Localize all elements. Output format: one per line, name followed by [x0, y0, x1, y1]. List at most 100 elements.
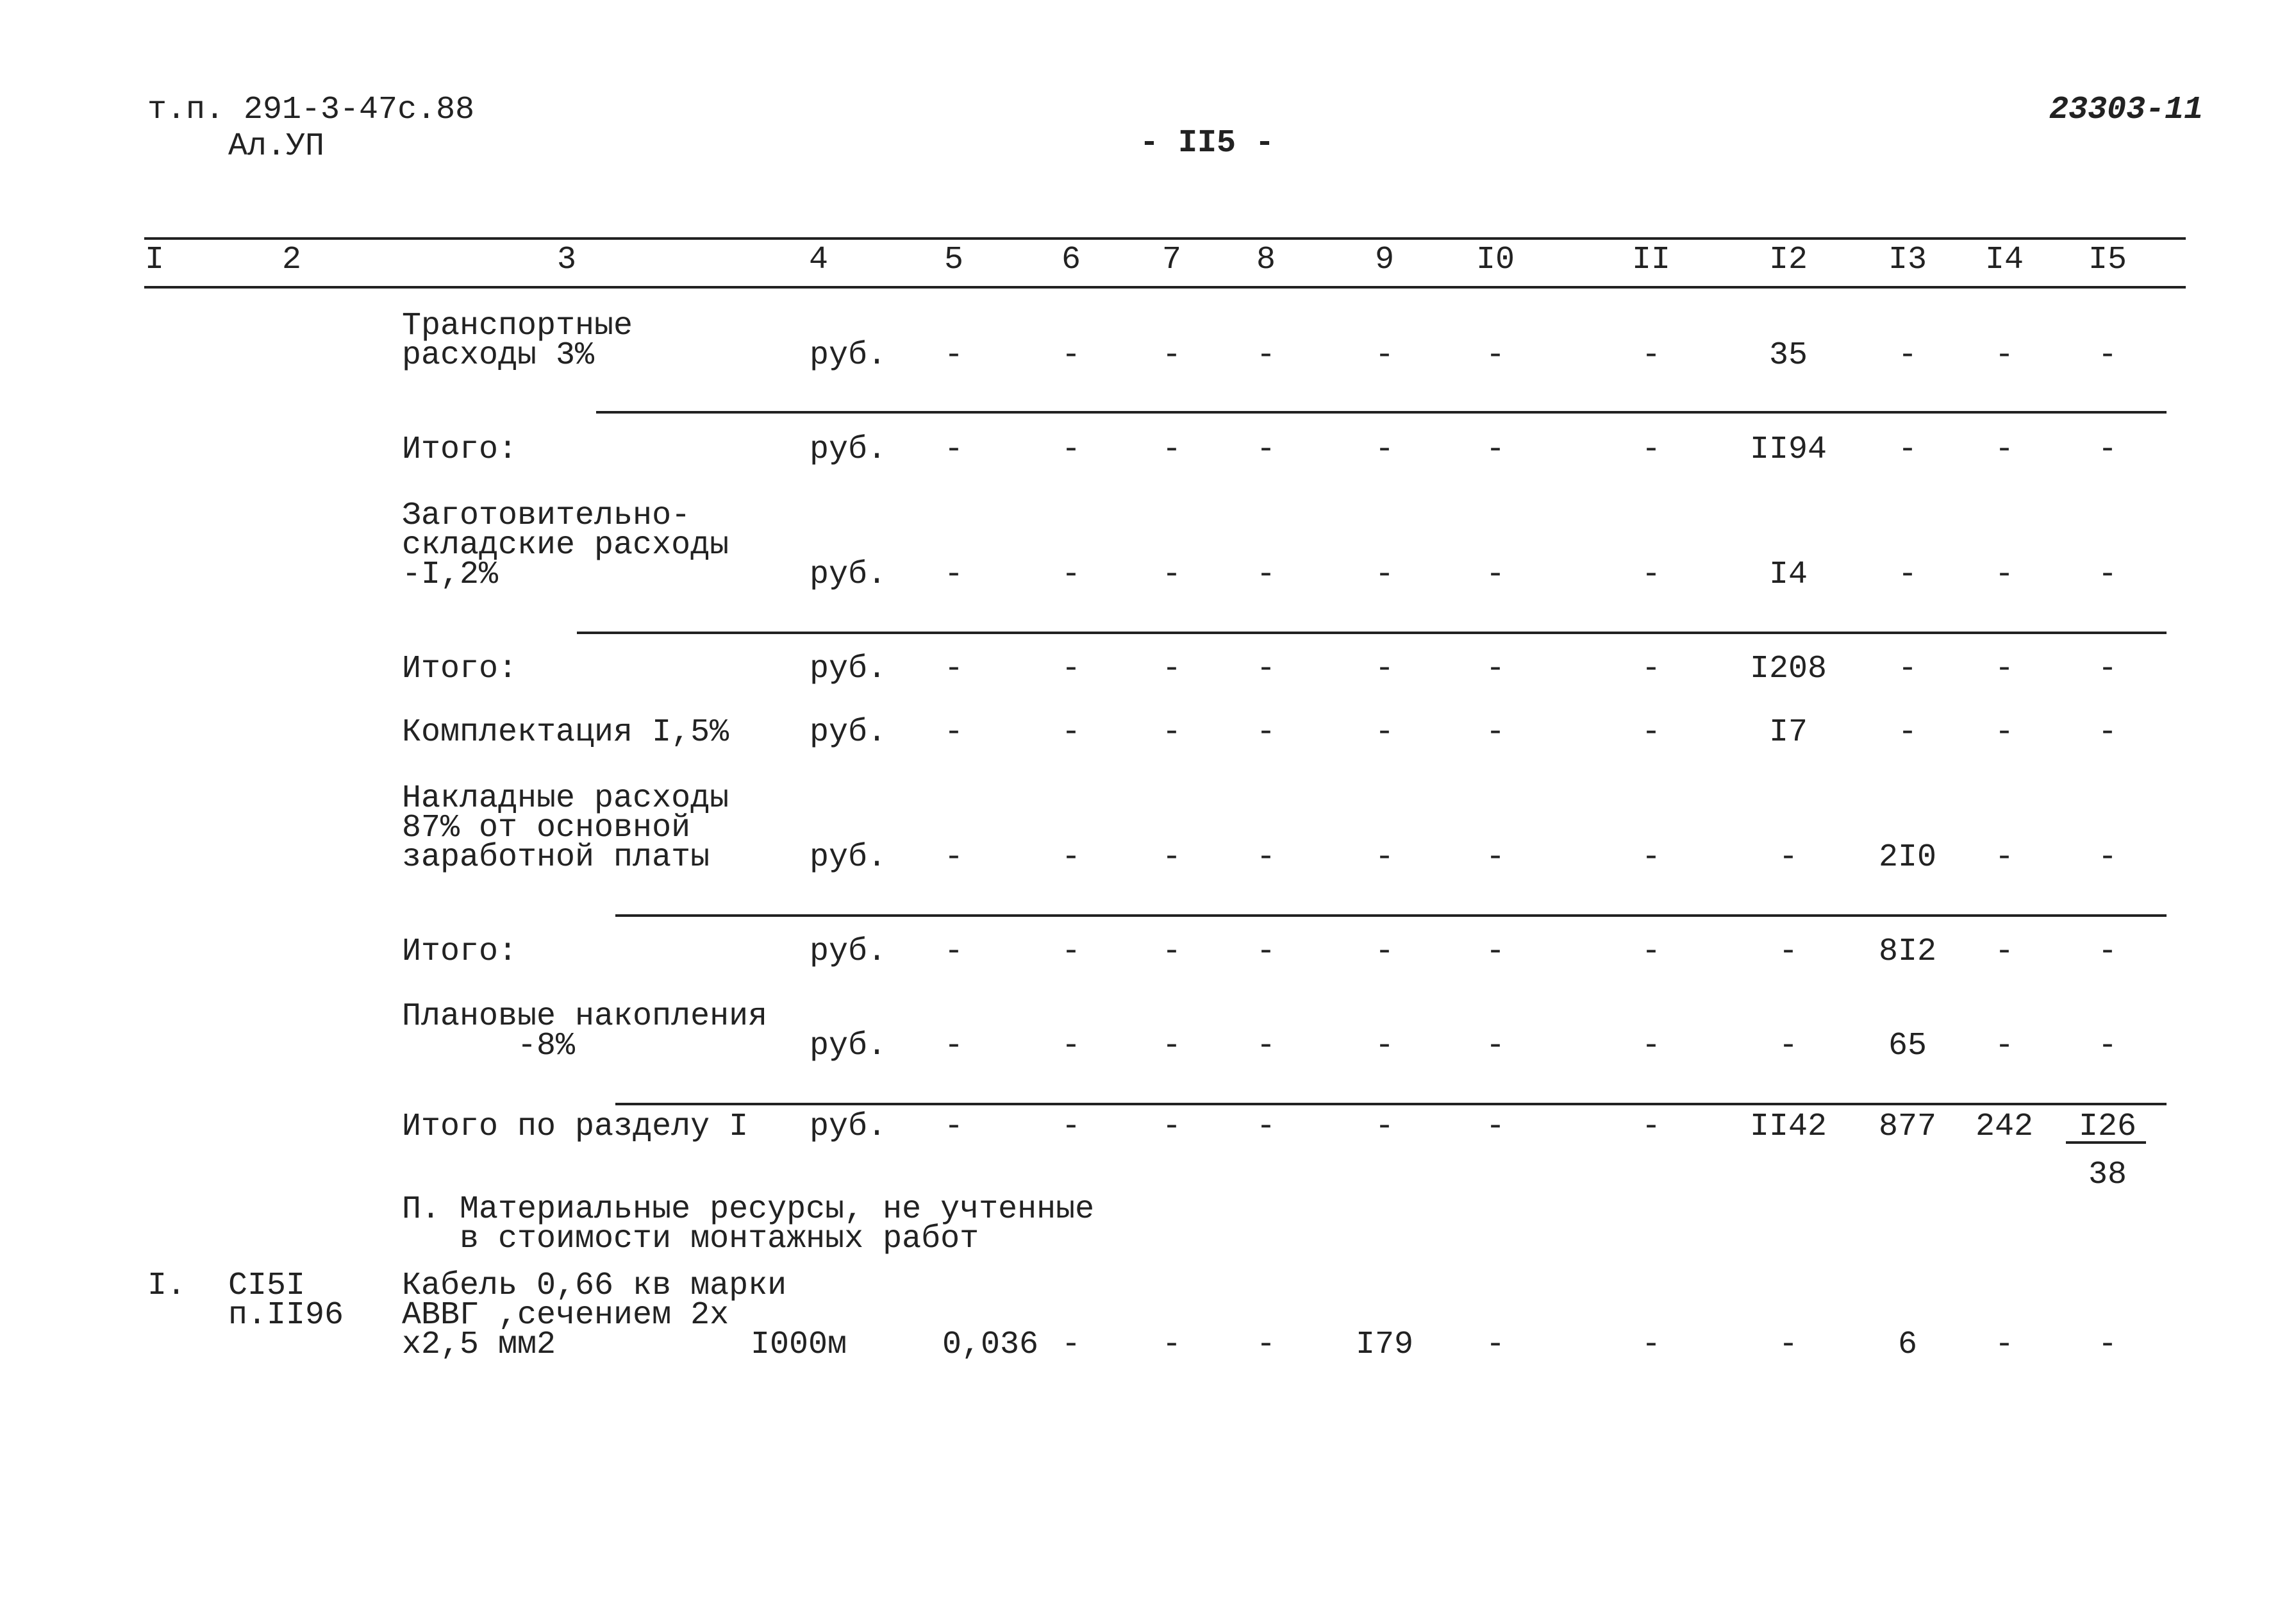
cell-value: - [2098, 431, 2117, 468]
cell-value: - [1486, 839, 1505, 876]
cell-value: - [1486, 934, 1505, 970]
cell-value: - [1486, 1028, 1505, 1064]
cell-value: - [1995, 337, 2014, 374]
item-text: Транспортные [402, 308, 633, 344]
cell-value: - [2098, 1327, 2117, 1363]
column-number: I3 [1888, 242, 1927, 278]
item-code: п.II96 [228, 1297, 344, 1334]
cell-value: - [1061, 651, 1081, 687]
cell-value: - [944, 337, 963, 374]
item-text: х2,5 мм2 [402, 1327, 556, 1363]
cell-value: 8I2 [1879, 934, 1936, 970]
cell-value: - [1995, 714, 2014, 751]
item-text: 87% от основной [402, 810, 690, 846]
unit: руб. [810, 431, 886, 468]
cell-value: - [1256, 1028, 1276, 1064]
item-code: CI5I [228, 1268, 305, 1304]
cell-value: 35 [1769, 337, 1808, 374]
column-number: I [145, 242, 164, 278]
cell-value: 2I0 [1879, 839, 1936, 876]
item-text: П. Материальные ресурсы, не учтенные [402, 1191, 1094, 1228]
cell-value: - [1162, 651, 1181, 687]
column-number: I4 [1985, 242, 2024, 278]
cell-value: - [1898, 337, 1917, 374]
cell-value: - [1061, 714, 1081, 751]
column-number: 3 [557, 242, 576, 278]
cell-value: I26 [2079, 1109, 2136, 1145]
cell-value: - [1375, 431, 1394, 468]
cell-value: - [1162, 1109, 1181, 1145]
cell-value: - [1898, 714, 1917, 751]
cell-value: - [1642, 934, 1661, 970]
cell-value: - [2098, 839, 2117, 876]
cell-value: - [1375, 1109, 1394, 1145]
cell-value: - [1642, 557, 1661, 593]
item-text: Итого: [402, 651, 517, 687]
cell-value: II42 [1750, 1109, 1827, 1145]
cell-value: - [1375, 651, 1394, 687]
cell-value: 242 [1976, 1109, 2033, 1145]
cell-value: - [1162, 714, 1181, 751]
cell-value: - [2098, 1028, 2117, 1064]
cell-value: - [1061, 337, 1081, 374]
cell-value: - [1995, 651, 2014, 687]
cell-value: II94 [1750, 431, 1827, 468]
cell-value: - [1162, 557, 1181, 593]
unit: руб. [810, 651, 886, 687]
item-text: складские расходы [402, 527, 729, 564]
page-number: - II5 - [1140, 125, 1274, 162]
cell-value: - [1162, 431, 1181, 468]
cell-value: - [1162, 839, 1181, 876]
cell-value: - [1898, 557, 1917, 593]
cell-value: - [1995, 1028, 2014, 1064]
cell-value: - [1162, 1327, 1181, 1363]
column-number: I0 [1476, 242, 1515, 278]
cell-value: - [1995, 431, 2014, 468]
item-text: в стоимости монтажных работ [402, 1221, 979, 1257]
cell-value: - [1061, 557, 1081, 593]
cell-value: - [1256, 1109, 1276, 1145]
cell-value: 0,036 [942, 1327, 1038, 1363]
doc-album: Ал.УП [228, 128, 324, 165]
cell-value: - [1256, 714, 1276, 751]
cell-value: - [1642, 651, 1661, 687]
item-text: Кабель 0,66 кв марки [402, 1268, 786, 1304]
cell-value: - [1779, 839, 1798, 876]
cell-value: 38 [2088, 1157, 2127, 1193]
item-text: Накладные расходы [402, 780, 729, 817]
cell-value: - [2098, 651, 2117, 687]
unit: руб. [810, 1028, 886, 1064]
cell-value: - [2098, 714, 2117, 751]
unit: руб. [810, 934, 886, 970]
item-text: заработной платы [402, 839, 710, 876]
cell-value: - [1642, 337, 1661, 374]
cell-value: - [944, 1028, 963, 1064]
cell-value: - [1779, 1327, 1798, 1363]
cell-value: - [1256, 934, 1276, 970]
cell-value: - [1486, 714, 1505, 751]
cell-value: - [1162, 337, 1181, 374]
cell-value: - [1375, 337, 1394, 374]
item-text: Итого: [402, 431, 517, 468]
cell-value: - [1898, 431, 1917, 468]
cell-value: - [1061, 839, 1081, 876]
column-number: II [1632, 242, 1670, 278]
cell-value: - [1256, 337, 1276, 374]
cell-value: - [1995, 839, 2014, 876]
item-text: Итого по разделу I [402, 1109, 748, 1145]
cell-value: - [1256, 431, 1276, 468]
cell-value: - [944, 431, 963, 468]
cell-value: - [1061, 1327, 1081, 1363]
cell-value: - [1642, 1109, 1661, 1145]
cell-value: - [1995, 1327, 2014, 1363]
cell-value: - [1486, 557, 1505, 593]
cell-value: - [1375, 1028, 1394, 1064]
column-number: I5 [2088, 242, 2127, 278]
cell-value: 65 [1888, 1028, 1927, 1064]
cell-value: - [1642, 714, 1661, 751]
item-text: АВВГ ,сечением 2х [402, 1297, 729, 1334]
cell-value: 6 [1898, 1327, 1917, 1363]
cell-value: - [1256, 651, 1276, 687]
cell-value: - [1642, 839, 1661, 876]
